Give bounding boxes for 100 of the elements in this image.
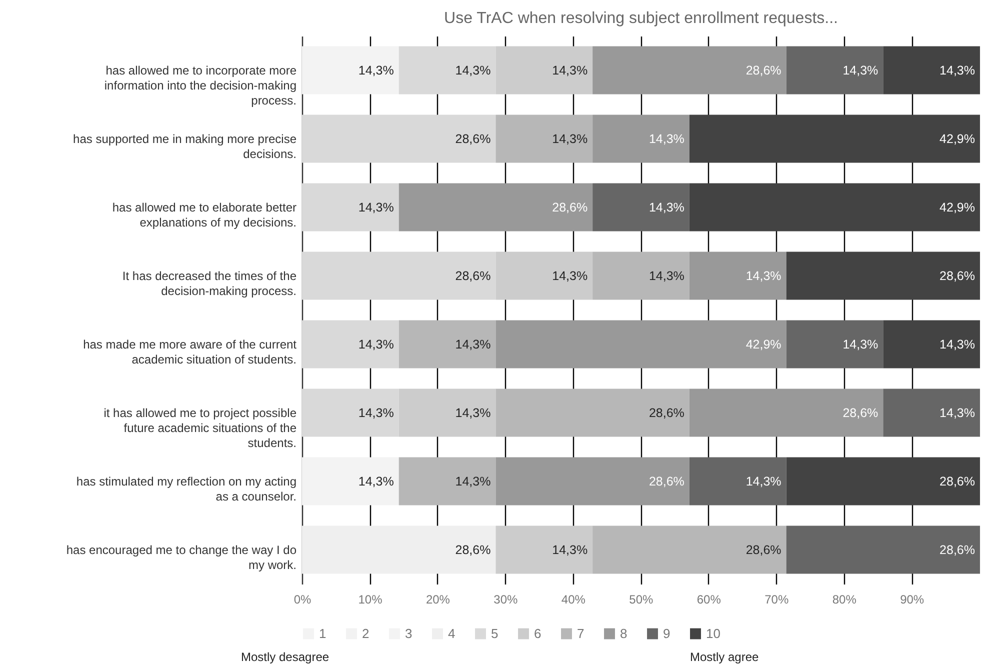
legend-label: 6 (534, 626, 542, 641)
data-label: 14,3% (940, 63, 975, 78)
y-tick-label: has made me more aware of the current academic situation of students. (83, 337, 298, 366)
text: Mostly agree (690, 650, 759, 664)
bar (496, 252, 593, 300)
bar (302, 388, 399, 437)
data-label: 42,9% (940, 200, 975, 214)
bar (786, 320, 884, 368)
bar (302, 526, 496, 574)
data-label: 14,3% (358, 337, 394, 352)
legend-label: 3 (405, 626, 412, 641)
legend-label: 4 (448, 626, 456, 641)
data-label: 28,6% (455, 542, 491, 557)
data-label: 14,3% (455, 474, 491, 488)
data-label: 14,3% (358, 406, 394, 420)
y-tick-label: It has decreased the times of the decision-making process. (122, 268, 297, 298)
x-tick-label: 0% (294, 592, 312, 606)
data-label: 28,6% (552, 200, 588, 214)
bar (592, 183, 690, 232)
legend-label: 8 (620, 626, 628, 641)
bar (689, 252, 786, 300)
bar (689, 114, 980, 163)
bar (398, 388, 496, 437)
data-label: 28,6% (648, 474, 684, 488)
data-label: 14,3% (358, 63, 394, 78)
y-tick-label: it has allowed me to project possible future academic situations of the students. (104, 406, 297, 450)
legend-label: 2 (362, 626, 370, 641)
bar (302, 252, 496, 300)
data-label: 14,3% (648, 132, 684, 146)
bar (496, 114, 593, 163)
bar (302, 114, 496, 163)
y-tick-label: has encouraged me to change the way I do my work. (66, 542, 297, 572)
legend-label: 1 (319, 626, 326, 641)
data-label: 14,3% (746, 474, 782, 488)
x-tick-label: 90% (900, 592, 924, 606)
bar (883, 46, 980, 94)
data-label: 14,3% (940, 406, 975, 420)
bar (786, 457, 980, 506)
data-label: 14,3% (552, 542, 588, 557)
bar (302, 320, 399, 368)
bar (592, 46, 786, 94)
data-label: 28,6% (455, 132, 491, 146)
data-label: 14,3% (940, 337, 975, 352)
x-tick-label: 60% (696, 592, 722, 606)
data-label: 28,6% (746, 542, 782, 557)
x-tick-label: 30% (494, 592, 518, 606)
legend-label: 7 (577, 626, 584, 641)
bar (592, 252, 690, 300)
data-label: 28,6% (455, 268, 491, 283)
y-tick-label: has allowed me to incorporate more information into the decision-making process. (104, 63, 297, 108)
y-tick-label: has stimulated my reflection on my acting as a counselor. (76, 474, 296, 504)
bar (592, 114, 690, 163)
x-tick-label: 70% (764, 592, 789, 606)
bar (689, 388, 884, 437)
data-label: 14,3% (455, 63, 491, 78)
x-tick-label: 80% (832, 592, 857, 606)
bar (496, 526, 593, 574)
text: Mostly desagree (241, 650, 330, 664)
bar (883, 388, 980, 437)
y-tick-label: has supported me in making more precise decisions. (73, 132, 297, 161)
data-label: 28,6% (746, 63, 782, 78)
bar (398, 320, 496, 368)
data-label: 14,3% (648, 200, 684, 214)
data-label: 14,3% (552, 268, 588, 283)
bar (302, 46, 399, 94)
chart-title: Use TrAC when resolving subject enrollment requests... (444, 10, 838, 27)
data-label: 14,3% (842, 337, 878, 352)
data-label: 14,3% (455, 337, 491, 352)
bar (496, 457, 690, 506)
bar (496, 320, 786, 368)
data-label: 28,6% (842, 406, 878, 420)
data-label: 14,3% (552, 63, 588, 78)
x-tick-label: 40% (561, 592, 586, 606)
bar (302, 183, 399, 232)
bar (496, 388, 690, 437)
bar (398, 183, 593, 232)
data-label: 42,9% (746, 337, 782, 352)
data-label: 14,3% (358, 200, 394, 214)
data-label: 14,3% (842, 63, 878, 78)
data-label: 14,3% (358, 474, 394, 488)
bar (302, 457, 399, 506)
data-label: 28,6% (940, 542, 975, 557)
bar (689, 183, 980, 232)
data-label: 28,6% (940, 268, 975, 283)
y-tick-label: has allowed me to elaborate better explanations of my decisions. (112, 200, 296, 230)
data-label: 28,6% (940, 474, 975, 488)
data-label: 42,9% (940, 132, 975, 146)
bar (689, 457, 786, 506)
data-label: 28,6% (648, 406, 684, 420)
x-tick-label: 20% (426, 592, 450, 606)
bar (398, 46, 496, 94)
bar (786, 526, 980, 574)
bar (592, 526, 786, 574)
bar (786, 252, 980, 300)
x-tick-label: 10% (358, 592, 383, 606)
data-label: 14,3% (648, 268, 684, 283)
data-label: 14,3% (455, 406, 491, 420)
data-label: 14,3% (552, 132, 588, 146)
legend-label: 5 (491, 626, 498, 641)
bar (883, 320, 980, 368)
